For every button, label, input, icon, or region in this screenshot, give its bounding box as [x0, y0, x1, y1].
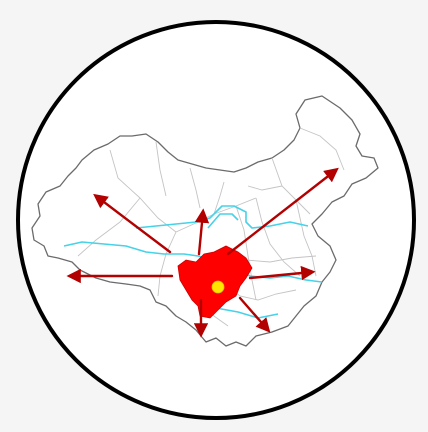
arrow-north [194, 208, 210, 256]
circle-frame [16, 20, 416, 420]
arrow-north-east [226, 167, 339, 256]
province-borders [77, 127, 345, 327]
arrow-north-west [93, 193, 172, 254]
arrow-east [248, 265, 316, 281]
yellow-dot-icon [211, 280, 225, 294]
arrows [66, 167, 339, 338]
arrow-south-east [238, 296, 271, 333]
